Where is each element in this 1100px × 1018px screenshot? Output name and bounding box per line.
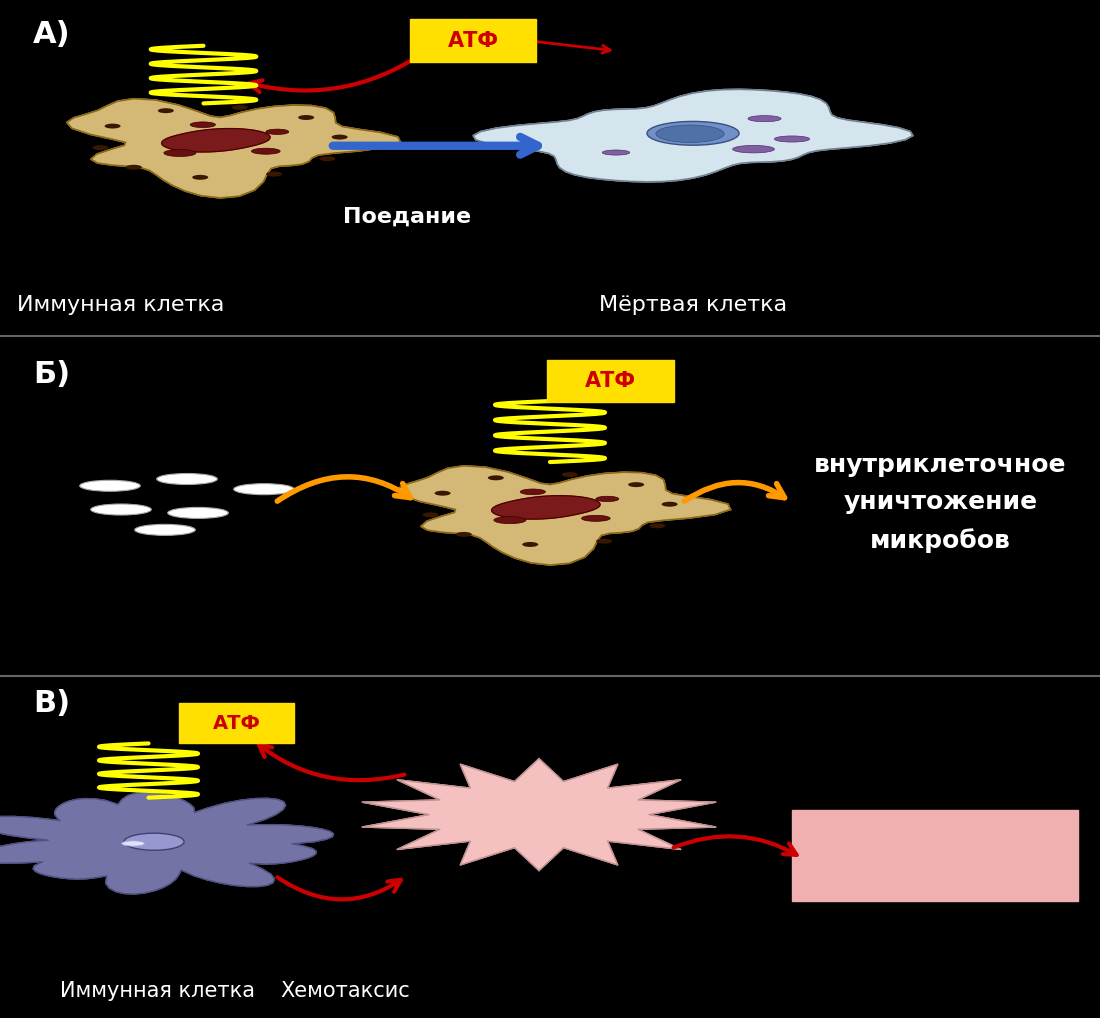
- Ellipse shape: [90, 504, 152, 515]
- Text: Мёртвая клетка: Мёртвая клетка: [598, 295, 788, 316]
- Circle shape: [422, 512, 439, 517]
- Circle shape: [661, 502, 678, 507]
- Text: Иммунная клетка: Иммунная клетка: [60, 981, 255, 1001]
- Text: Очаг
воспаления: Очаг воспаления: [460, 786, 618, 843]
- Polygon shape: [473, 90, 913, 182]
- Ellipse shape: [168, 507, 229, 518]
- Polygon shape: [492, 496, 601, 519]
- Circle shape: [331, 134, 348, 139]
- Ellipse shape: [122, 841, 145, 846]
- Ellipse shape: [647, 121, 739, 146]
- Circle shape: [104, 123, 121, 128]
- Circle shape: [434, 491, 451, 496]
- Circle shape: [487, 475, 504, 480]
- FancyBboxPatch shape: [548, 359, 673, 402]
- Circle shape: [562, 472, 578, 477]
- Text: В): В): [33, 689, 70, 718]
- Ellipse shape: [233, 484, 295, 495]
- Circle shape: [232, 105, 248, 110]
- Circle shape: [192, 175, 208, 180]
- Ellipse shape: [124, 833, 184, 850]
- Ellipse shape: [494, 516, 526, 523]
- Text: внутриклеточное
уничтожение
микробов: внутриклеточное уничтожение микробов: [814, 453, 1067, 553]
- Circle shape: [628, 483, 645, 487]
- Ellipse shape: [156, 473, 218, 485]
- Ellipse shape: [748, 116, 781, 122]
- Text: Поедание: Поедание: [343, 207, 471, 227]
- Ellipse shape: [582, 515, 610, 521]
- Ellipse shape: [520, 489, 546, 495]
- Polygon shape: [397, 466, 730, 565]
- Ellipse shape: [603, 150, 630, 155]
- Text: Хемотаксис: Хемотаксис: [280, 981, 410, 1001]
- Ellipse shape: [656, 125, 724, 143]
- Circle shape: [522, 542, 538, 547]
- Circle shape: [157, 108, 174, 113]
- Ellipse shape: [164, 150, 196, 157]
- FancyBboxPatch shape: [178, 703, 294, 743]
- Text: А): А): [33, 20, 70, 49]
- Ellipse shape: [266, 129, 288, 134]
- Ellipse shape: [79, 480, 141, 492]
- Text: Хроническое
воспаление: Хроническое воспаление: [859, 831, 1011, 881]
- Text: Б): Б): [33, 360, 70, 389]
- Text: Иммунная клетка: Иммунная клетка: [18, 295, 224, 316]
- Polygon shape: [67, 99, 400, 197]
- Circle shape: [266, 172, 283, 176]
- Ellipse shape: [135, 524, 196, 535]
- Ellipse shape: [774, 136, 810, 143]
- Circle shape: [455, 532, 472, 536]
- Text: АТФ: АТФ: [212, 714, 261, 733]
- Polygon shape: [0, 792, 333, 894]
- Ellipse shape: [190, 122, 216, 127]
- Text: АТФ: АТФ: [448, 31, 498, 51]
- Circle shape: [596, 539, 613, 544]
- Ellipse shape: [252, 149, 280, 154]
- Ellipse shape: [596, 496, 619, 502]
- FancyBboxPatch shape: [792, 809, 1078, 901]
- Circle shape: [319, 156, 336, 161]
- Circle shape: [298, 115, 315, 120]
- FancyBboxPatch shape: [409, 19, 537, 62]
- Text: АТФ: АТФ: [585, 371, 636, 391]
- Circle shape: [649, 523, 666, 528]
- Polygon shape: [162, 128, 271, 152]
- Polygon shape: [362, 758, 716, 870]
- Circle shape: [125, 165, 142, 170]
- Ellipse shape: [733, 146, 774, 153]
- Circle shape: [92, 146, 109, 150]
